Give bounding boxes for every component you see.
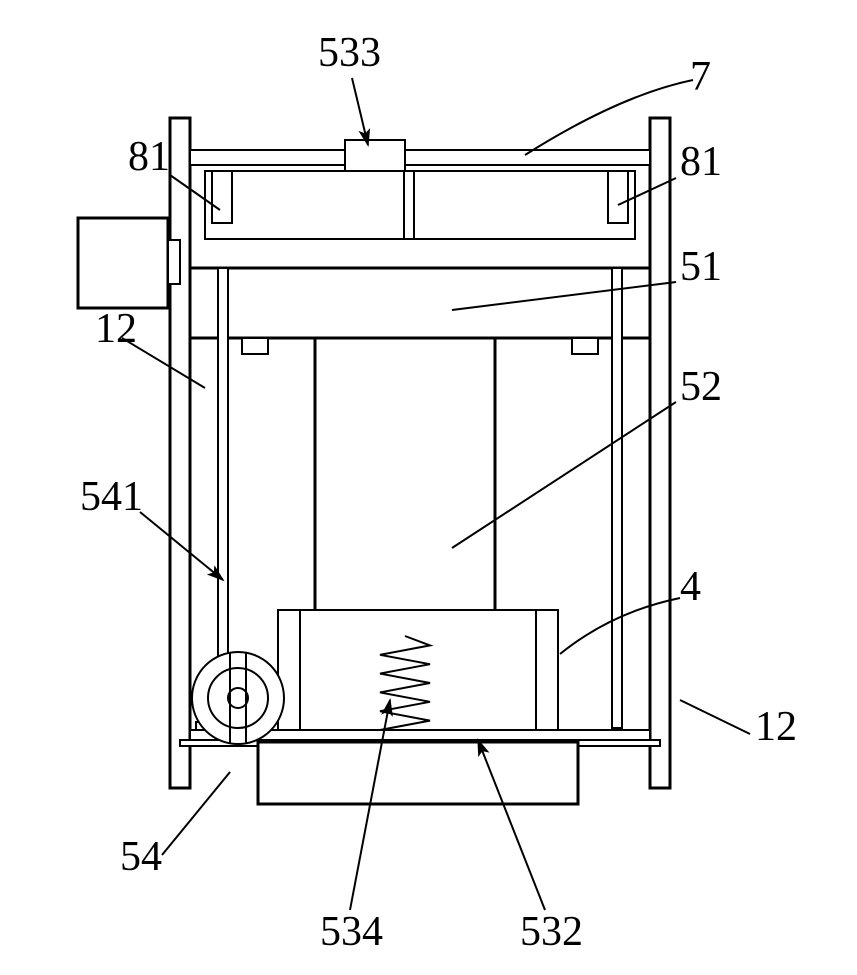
label-81: 81 — [128, 134, 170, 180]
foot-block — [258, 742, 578, 804]
upright-left — [170, 118, 190, 788]
top-inner-frame — [205, 171, 635, 239]
mechanical-drawing — [78, 118, 670, 804]
label-7: 7 — [690, 54, 711, 100]
label-541: 541 — [80, 474, 143, 520]
label-534: 534 — [320, 909, 383, 955]
beam-51 — [190, 268, 650, 338]
label-12: 12 — [95, 306, 137, 352]
label-52: 52 — [680, 364, 722, 410]
frame-4 — [278, 610, 558, 730]
tab-81-right — [608, 171, 628, 223]
label-533: 533 — [318, 30, 381, 76]
label-532: 532 — [520, 909, 583, 955]
tab-81-left — [212, 171, 232, 223]
label-54: 54 — [120, 834, 162, 880]
column-52 — [315, 338, 495, 636]
leader-ld_533 — [352, 78, 368, 145]
label-12: 12 — [755, 704, 797, 750]
motor-box — [78, 218, 168, 308]
top-crossbar — [190, 150, 650, 165]
label-81: 81 — [680, 139, 722, 185]
label-51: 51 — [680, 244, 722, 290]
upright-right — [650, 118, 670, 788]
leader-ld_12R — [680, 700, 750, 734]
guide-rod-right — [612, 268, 622, 728]
diagram-canvas: 533 7 81 81 51 12 52 541 4 12 54 534 532 — [0, 0, 857, 975]
label-4: 4 — [680, 564, 701, 610]
